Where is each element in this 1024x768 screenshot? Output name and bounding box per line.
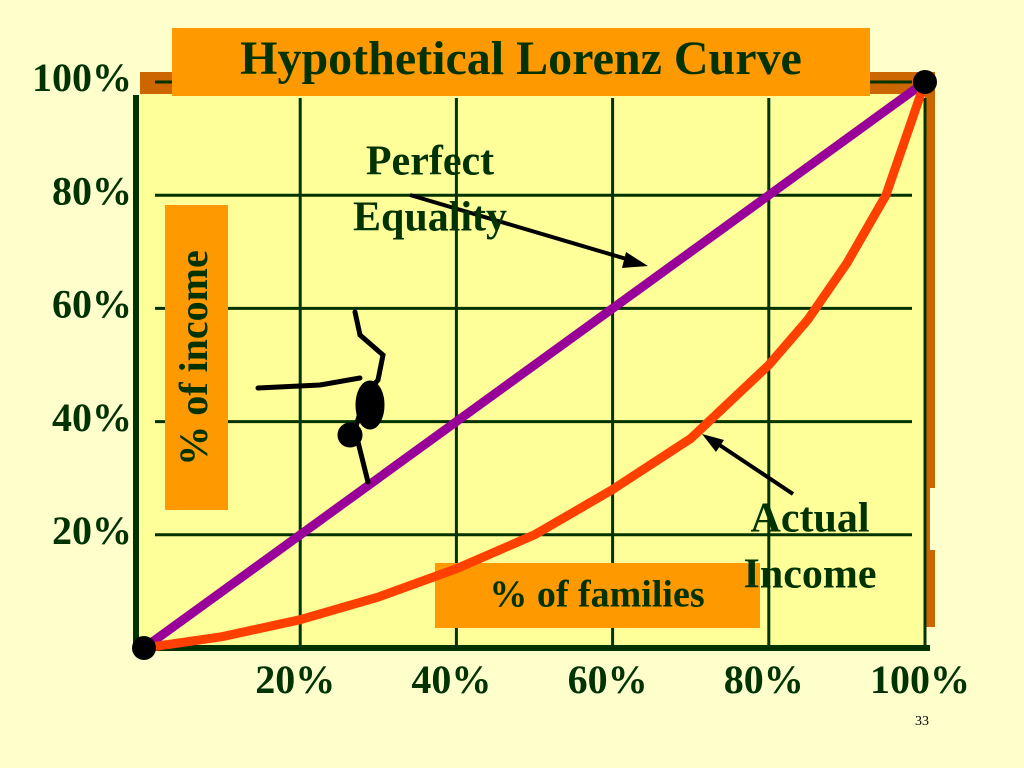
y-tick-label: 80% [52,168,132,213]
annotation-box [930,488,982,550]
arrowhead [702,434,724,452]
annotation: Equality [353,195,507,241]
icon-arm [255,375,363,391]
annotation: Income [744,552,877,598]
x-tick-label: 20% [255,657,335,702]
x-tick-label: 80% [724,657,804,702]
y-tick-label: 100% [32,55,132,100]
icon-head [337,422,363,448]
series-line [141,78,928,652]
plot [132,70,937,660]
y-tick-label: 20% [52,508,132,553]
annotation: Actual [751,496,870,542]
right-band [925,72,935,627]
arrow [710,438,795,496]
endpoint [132,636,156,660]
annotation: Perfect [366,139,494,185]
arrowhead [622,252,648,268]
x-tick-label: 100% [870,657,970,702]
endpoint [913,70,937,94]
y-tick-label: 40% [52,395,132,440]
title-box [172,28,870,96]
gymnast-icon [255,309,386,485]
series-line [143,80,930,653]
x-tick-label: 60% [568,657,648,702]
y-label-box [165,205,228,510]
y-tick-label: 60% [52,282,132,327]
chart-title: Hypothetical Lorenz Curve [240,32,802,85]
page-number: 33 [915,714,929,729]
arrow [409,193,641,265]
icon-torso [355,380,385,430]
x-tick-label: 40% [411,657,491,702]
x-axis-label: % of families [489,574,704,616]
y-axis-label: % of income [171,250,216,466]
x-label-box [435,563,760,628]
